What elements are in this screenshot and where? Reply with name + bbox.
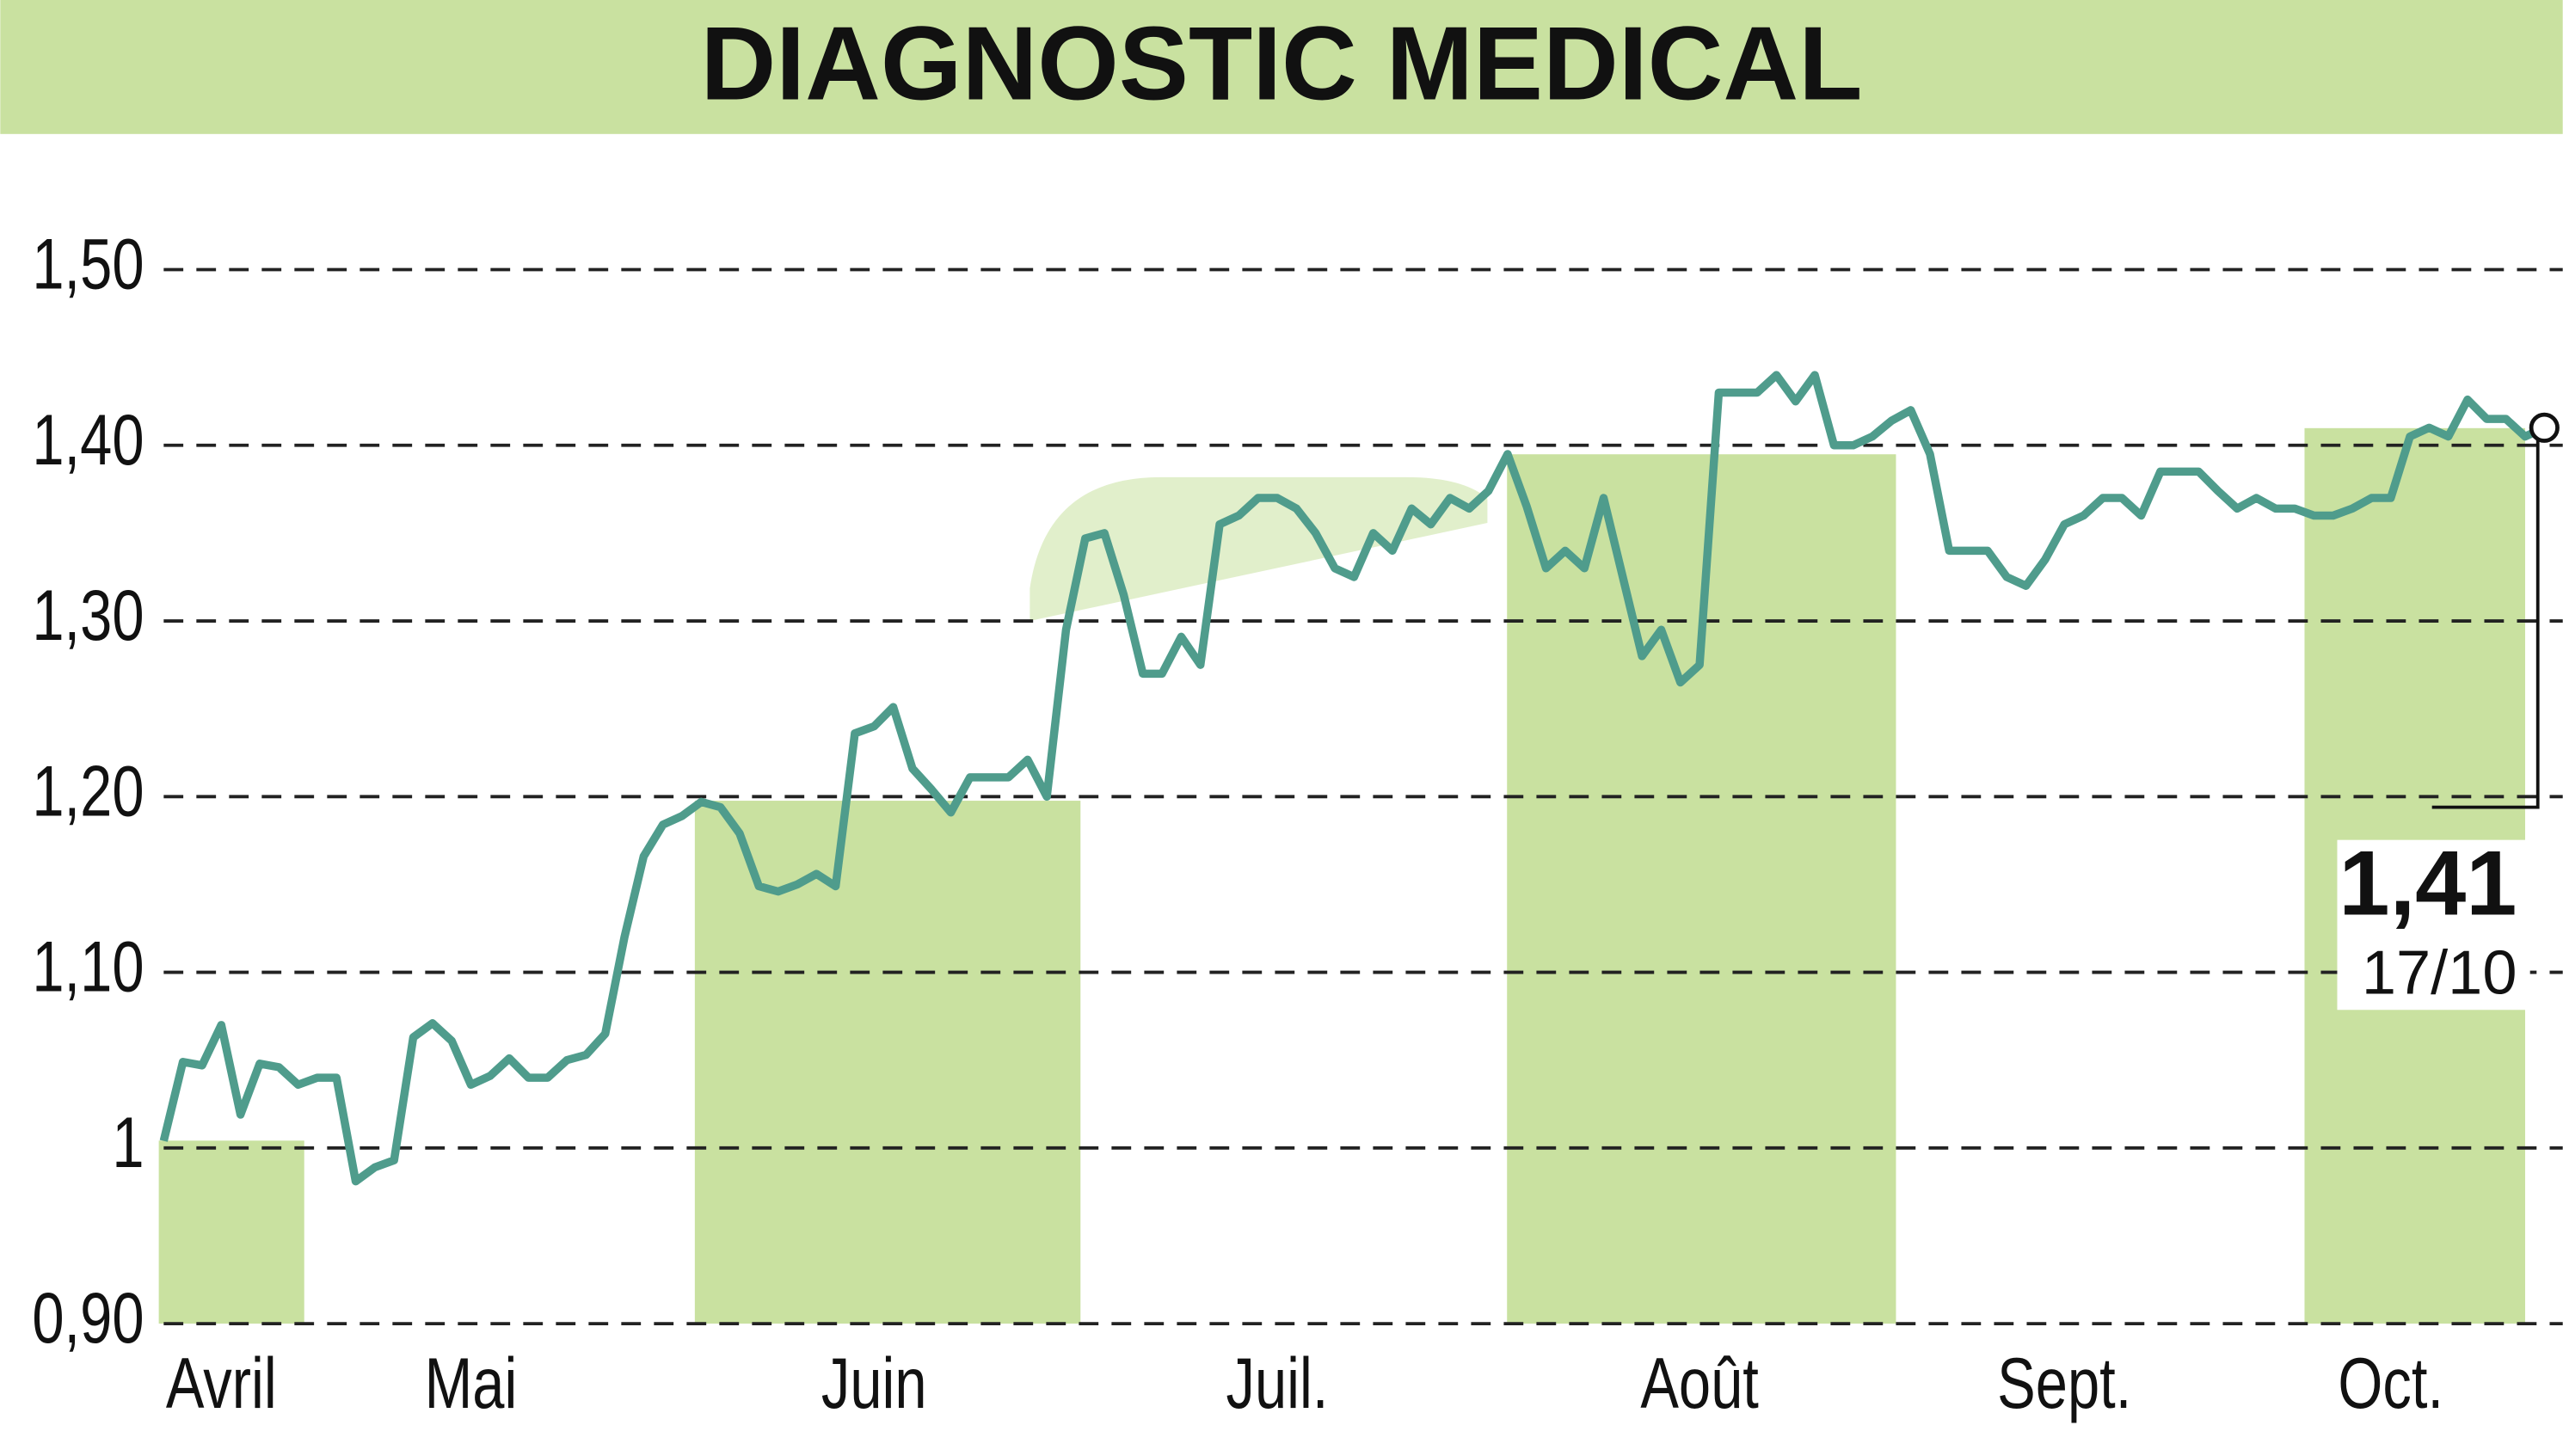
y-tick-label: 1: [112, 1103, 144, 1183]
x-tick-label: Juil.: [1226, 1343, 1329, 1424]
x-tick-label: Août: [1640, 1343, 1759, 1424]
last-bracket: [2431, 427, 2540, 809]
highlight-arch: [1030, 476, 1488, 802]
last-date: 17/10: [2362, 938, 2517, 1007]
y-tick-label: 1,10: [32, 927, 144, 1008]
y-tick-label: 1,40: [32, 400, 144, 481]
month-bands: [158, 427, 2525, 1324]
y-tick-label: 1,30: [32, 575, 144, 656]
y-tick-label: 1,50: [32, 224, 144, 305]
x-tick-label: Mai: [425, 1343, 518, 1424]
x-tick-label: Oct.: [2338, 1343, 2443, 1424]
month-band: [158, 1140, 304, 1324]
price-line: [159, 371, 2547, 1186]
last-value: 1,41: [2339, 832, 2517, 935]
title-band: [0, 0, 2563, 134]
label-box: [2337, 839, 2530, 1011]
x-tick-label: Juin: [821, 1343, 927, 1424]
chart-title: DIAGNOSTIC MEDICAL: [700, 5, 1862, 122]
y-tick-label: 1,20: [32, 751, 144, 832]
y-tick-label: 0,90: [32, 1278, 144, 1359]
x-tick-label: Avril: [166, 1343, 277, 1424]
last-point: [2529, 412, 2560, 443]
x-tick-label: Sept.: [1997, 1343, 2131, 1424]
